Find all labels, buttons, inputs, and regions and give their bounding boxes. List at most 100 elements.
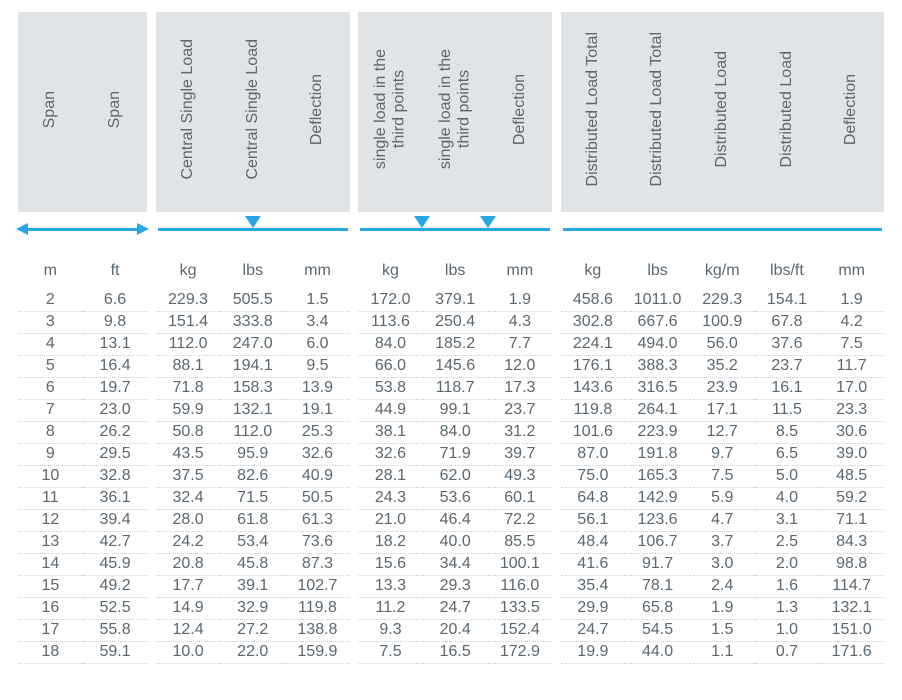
- cell: 25.3: [285, 422, 350, 444]
- load-table: SpanSpanCentral Single LoadCentral Singl…: [18, 12, 884, 664]
- cell: 24.3: [358, 488, 423, 510]
- row-gap: [147, 378, 155, 400]
- cell: 24.7: [561, 620, 626, 642]
- units-row: mftkglbsmmkglbsmmkglbskg/mlbs/ftmm: [18, 244, 884, 290]
- cell: 9.3: [358, 620, 423, 642]
- units-gap: [147, 244, 155, 290]
- cell: 34.4: [423, 554, 488, 576]
- cell: 16.5: [423, 642, 488, 664]
- cell: 1.9: [819, 290, 884, 312]
- cell: 138.8: [285, 620, 350, 642]
- cell: 119.8: [561, 400, 626, 422]
- row-gap: [147, 576, 155, 598]
- row-gap: [350, 356, 358, 378]
- table-row: 413.1112.0247.06.084.0185.27.7224.1494.0…: [18, 334, 884, 356]
- unit-label: kg/m: [690, 244, 755, 290]
- table-row: 929.543.595.932.632.671.939.787.0191.89.…: [18, 444, 884, 466]
- table-row: 26.6229.3505.51.5172.0379.11.9458.61011.…: [18, 290, 884, 312]
- load-table-head: SpanSpanCentral Single LoadCentral Singl…: [18, 12, 884, 244]
- cell: 19.9: [561, 642, 626, 664]
- cell: 17.7: [156, 576, 221, 598]
- table-row: 1755.812.427.2138.89.320.4152.424.754.51…: [18, 620, 884, 642]
- cell: 16.4: [83, 356, 148, 378]
- column-header-label: Deflection: [308, 74, 326, 145]
- cell: 159.9: [285, 642, 350, 664]
- cell: 1.5: [285, 290, 350, 312]
- header-row: SpanSpanCentral Single LoadCentral Singl…: [18, 12, 884, 212]
- table-row: 1342.724.253.473.618.240.085.548.4106.73…: [18, 532, 884, 554]
- cell: 9: [18, 444, 83, 466]
- cell: 1.6: [755, 576, 820, 598]
- cell: 42.7: [83, 532, 148, 554]
- cell: 72.2: [488, 510, 553, 532]
- cell: 2: [18, 290, 83, 312]
- cell: 23.9: [690, 378, 755, 400]
- point-load-icon: [480, 216, 496, 228]
- cell: 37.6: [755, 334, 820, 356]
- cell: 6.0: [285, 334, 350, 356]
- cell: 59.1: [83, 642, 148, 664]
- cell: 12: [18, 510, 83, 532]
- row-gap: [147, 334, 155, 356]
- cell: 112.0: [156, 334, 221, 356]
- table-row: 1652.514.932.9119.811.224.7133.529.965.8…: [18, 598, 884, 620]
- table-row: 1136.132.471.550.524.353.660.164.8142.95…: [18, 488, 884, 510]
- cell: 118.7: [423, 378, 488, 400]
- cell: 39.0: [819, 444, 884, 466]
- row-gap: [350, 444, 358, 466]
- cell: 38.1: [358, 422, 423, 444]
- cell: 112.0: [220, 422, 285, 444]
- row-gap: [147, 620, 155, 642]
- unit-label: lbs: [423, 244, 488, 290]
- cell: 114.7: [819, 576, 884, 598]
- cell: 102.7: [285, 576, 350, 598]
- cell: 7.5: [358, 642, 423, 664]
- cell: 32.6: [358, 444, 423, 466]
- cell: 60.1: [488, 488, 553, 510]
- cell: 2.4: [690, 576, 755, 598]
- table-row: 723.059.9132.119.144.999.123.7119.8264.1…: [18, 400, 884, 422]
- cell: 61.8: [220, 510, 285, 532]
- row-gap: [552, 400, 560, 422]
- cell: 224.1: [561, 334, 626, 356]
- cell: 13: [18, 532, 83, 554]
- row-gap: [350, 554, 358, 576]
- cell: 56.1: [561, 510, 626, 532]
- column-header: Central Single Load: [220, 12, 285, 212]
- table-row: 516.488.1194.19.566.0145.612.0176.1388.3…: [18, 356, 884, 378]
- point-load-icon: [245, 216, 261, 228]
- row-gap: [552, 642, 560, 664]
- cell: 143.6: [561, 378, 626, 400]
- row-gap: [552, 378, 560, 400]
- cell: 0.7: [755, 642, 820, 664]
- column-header: Central Single Load: [156, 12, 221, 212]
- cell: 2.5: [755, 532, 820, 554]
- units-gap: [552, 244, 560, 290]
- unit-label: lbs: [220, 244, 285, 290]
- cell: 37.5: [156, 466, 221, 488]
- cell: 71.9: [423, 444, 488, 466]
- cell: 21.0: [358, 510, 423, 532]
- row-gap: [147, 532, 155, 554]
- diagram-gap: [350, 212, 358, 244]
- cell: 9.7: [690, 444, 755, 466]
- unit-label: mm: [488, 244, 553, 290]
- cell: 43.5: [156, 444, 221, 466]
- cell: 46.4: [423, 510, 488, 532]
- cell: 165.3: [625, 466, 690, 488]
- cell: 32.9: [220, 598, 285, 620]
- cell: 23.7: [488, 400, 553, 422]
- cell: 119.8: [285, 598, 350, 620]
- cell: 36.1: [83, 488, 148, 510]
- cell: 106.7: [625, 532, 690, 554]
- cell: 45.9: [83, 554, 148, 576]
- cell: 172.0: [358, 290, 423, 312]
- cell: 4.3: [488, 312, 553, 334]
- table-row: 39.8151.4333.83.4113.6250.44.3302.8667.6…: [18, 312, 884, 334]
- row-gap: [552, 444, 560, 466]
- cell: 15.6: [358, 554, 423, 576]
- row-gap: [147, 422, 155, 444]
- cell: 54.5: [625, 620, 690, 642]
- cell: 7.5: [819, 334, 884, 356]
- unit-label: mm: [285, 244, 350, 290]
